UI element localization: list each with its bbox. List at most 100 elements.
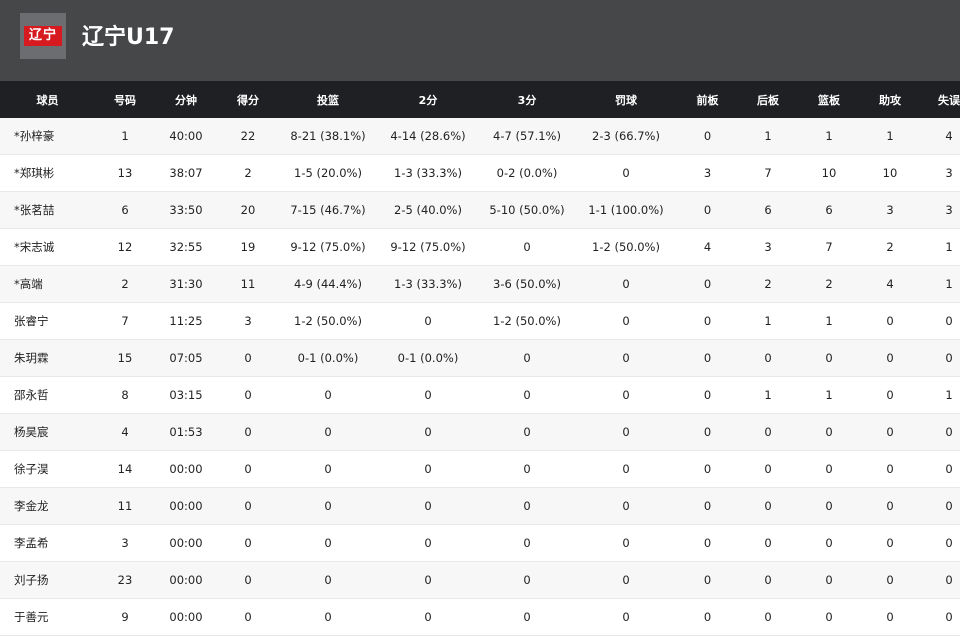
player-number-cell: 8 [95, 376, 155, 414]
player-points-cell: 0 [217, 487, 279, 525]
player-ft-cell: 0 [575, 450, 677, 488]
player-reb-cell: 1 [798, 118, 860, 155]
player-2pt-cell: 0-1 (0.0%) [377, 339, 479, 377]
player-ft-cell: 0 [575, 413, 677, 451]
player-3pt-cell: 0 [479, 450, 575, 488]
player-2pt-cell: 0 [377, 561, 479, 599]
player-oreb-cell: 0 [677, 191, 738, 229]
player-fg-cell: 9-12 (75.0%) [279, 228, 377, 266]
col-header-reb[interactable]: 篮板 [798, 81, 860, 118]
player-ast-cell: 10 [860, 154, 920, 192]
player-points-cell: 11 [217, 265, 279, 303]
player-name-cell[interactable]: *宋志诚 [0, 228, 95, 266]
col-header-number[interactable]: 号码 [95, 81, 155, 118]
player-name-cell[interactable]: 邵永哲 [0, 376, 95, 414]
player-2pt-cell: 0 [377, 598, 479, 636]
col-header-fg[interactable]: 投篮 [279, 81, 377, 118]
player-2pt-cell: 1-3 (33.3%) [377, 154, 479, 192]
player-ast-cell: 1 [860, 118, 920, 155]
player-dreb-cell: 1 [738, 376, 798, 414]
player-fg-cell: 0 [279, 487, 377, 525]
col-header-ft[interactable]: 罚球 [575, 81, 677, 118]
player-name-cell[interactable]: 刘子扬 [0, 561, 95, 599]
player-name-cell[interactable]: 杨昊宸 [0, 413, 95, 451]
player-name-cell[interactable]: 李孟希 [0, 524, 95, 562]
player-number-cell: 3 [95, 524, 155, 562]
player-minutes-cell: 40:00 [155, 118, 217, 155]
player-number-cell: 4 [95, 413, 155, 451]
player-points-cell: 0 [217, 413, 279, 451]
player-3pt-cell: 0 [479, 598, 575, 636]
player-3pt-cell: 0 [479, 561, 575, 599]
player-number-cell: 12 [95, 228, 155, 266]
player-dreb-cell: 0 [738, 450, 798, 488]
table-row: 邵永哲 8 03:15 0 0 0 0 0 0 1 1 0 1 [0, 376, 960, 414]
player-2pt-cell: 0 [377, 450, 479, 488]
player-number-cell: 6 [95, 191, 155, 229]
table-row: *宋志诚 12 32:55 19 9-12 (75.0%) 9-12 (75.0%) 0 1-… [0, 228, 960, 266]
player-ft-cell: 0 [575, 302, 677, 340]
player-number-cell: 23 [95, 561, 155, 599]
player-ast-cell: 0 [860, 598, 920, 636]
player-tov-cell: 0 [920, 524, 960, 562]
player-reb-cell: 0 [798, 524, 860, 562]
player-name-cell[interactable]: 张睿宁 [0, 302, 95, 340]
table-row: *郑琪彬 13 38:07 2 1-5 (20.0%) 1-3 (33.3%) 0-2 (0… [0, 154, 960, 192]
player-dreb-cell: 0 [738, 598, 798, 636]
player-tov-cell: 1 [920, 376, 960, 414]
player-oreb-cell: 3 [677, 154, 738, 192]
col-header-player[interactable]: 球员 [0, 81, 95, 118]
player-ast-cell: 2 [860, 228, 920, 266]
player-points-cell: 0 [217, 339, 279, 377]
table-row: 李孟希 3 00:00 0 0 0 0 0 0 0 0 0 0 [0, 524, 960, 562]
player-reb-cell: 1 [798, 376, 860, 414]
player-minutes-cell: 00:00 [155, 450, 217, 488]
player-number-cell: 2 [95, 265, 155, 303]
col-header-3pt[interactable]: 3分 [479, 81, 575, 118]
player-number-cell: 7 [95, 302, 155, 340]
player-2pt-cell: 2-5 (40.0%) [377, 191, 479, 229]
col-header-tov[interactable]: 失误 [920, 81, 960, 118]
player-minutes-cell: 11:25 [155, 302, 217, 340]
team-logo: 辽宁 [20, 13, 66, 59]
player-fg-cell: 1-2 (50.0%) [279, 302, 377, 340]
player-points-cell: 20 [217, 191, 279, 229]
player-name-cell[interactable]: *郑琪彬 [0, 154, 95, 192]
col-header-dreb[interactable]: 后板 [738, 81, 798, 118]
player-fg-cell: 8-21 (38.1%) [279, 118, 377, 155]
player-name-cell[interactable]: *张茗喆 [0, 191, 95, 229]
player-name-cell[interactable]: 于善元 [0, 598, 95, 636]
col-header-points[interactable]: 得分 [217, 81, 279, 118]
player-2pt-cell: 0 [377, 487, 479, 525]
player-fg-cell: 0 [279, 413, 377, 451]
team-header: 辽宁 辽宁U17 [0, 0, 960, 81]
player-ast-cell: 0 [860, 487, 920, 525]
player-reb-cell: 2 [798, 265, 860, 303]
player-reb-cell: 1 [798, 302, 860, 340]
player-stats-table: 球员 号码 分钟 得分 投篮 2分 3分 罚球 前板 后板 篮板 助攻 失误 *… [0, 81, 960, 636]
player-name-cell[interactable]: 徐子淏 [0, 450, 95, 488]
table-row: 杨昊宸 4 01:53 0 0 0 0 0 0 0 0 0 0 [0, 413, 960, 451]
player-2pt-cell: 0 [377, 413, 479, 451]
player-tov-cell: 0 [920, 339, 960, 377]
player-dreb-cell: 0 [738, 339, 798, 377]
col-header-2pt[interactable]: 2分 [377, 81, 479, 118]
player-ft-cell: 0 [575, 154, 677, 192]
player-name-cell[interactable]: *高端 [0, 265, 95, 303]
player-number-cell: 14 [95, 450, 155, 488]
player-3pt-cell: 1-2 (50.0%) [479, 302, 575, 340]
player-points-cell: 3 [217, 302, 279, 340]
player-reb-cell: 0 [798, 450, 860, 488]
col-header-oreb[interactable]: 前板 [677, 81, 738, 118]
table-row: 刘子扬 23 00:00 0 0 0 0 0 0 0 0 0 0 [0, 561, 960, 599]
player-name-cell[interactable]: 朱玥霖 [0, 339, 95, 377]
col-header-minutes[interactable]: 分钟 [155, 81, 217, 118]
player-fg-cell: 1-5 (20.0%) [279, 154, 377, 192]
player-reb-cell: 0 [798, 487, 860, 525]
table-row: 于善元 9 00:00 0 0 0 0 0 0 0 0 0 0 [0, 598, 960, 636]
player-name-cell[interactable]: *孙梓豪 [0, 118, 95, 155]
player-ft-cell: 1-2 (50.0%) [575, 228, 677, 266]
col-header-ast[interactable]: 助攻 [860, 81, 920, 118]
table-row: *孙梓豪 1 40:00 22 8-21 (38.1%) 4-14 (28.6%) 4-7 … [0, 118, 960, 155]
player-name-cell[interactable]: 李金龙 [0, 487, 95, 525]
